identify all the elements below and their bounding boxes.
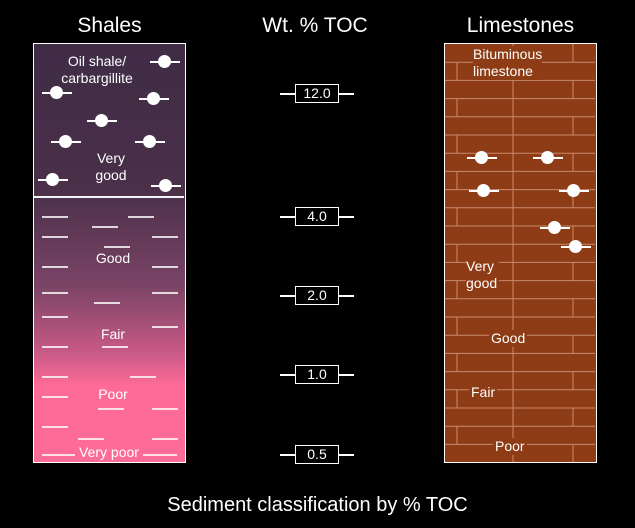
shale-boundary xyxy=(34,196,184,198)
caption: Sediment classification by % TOC xyxy=(167,494,468,516)
shale-poor-label: Poor xyxy=(98,386,128,402)
toc-header: Wt. % TOC xyxy=(262,14,368,37)
shale-fair-label: Fair xyxy=(100,326,126,342)
shale-very-good-label: Very good xyxy=(95,150,127,183)
toc-value-05: 0.5 xyxy=(295,445,339,464)
bituminous-limestone-label: Bituminous limestone xyxy=(473,46,543,80)
shales-header: Shales xyxy=(77,14,142,37)
limestone-very-good-label: Very good xyxy=(466,258,500,292)
oil-shale-label: Oil shale/ carbargillite xyxy=(61,53,133,86)
limestones-header: Limestones xyxy=(466,14,575,37)
limestone-poor-label: Poor xyxy=(493,438,527,455)
limestone-column: Bituminous limestone Very good Good Fair… xyxy=(444,43,597,463)
shale-column: Oil shale/ carbargillite Very good Good … xyxy=(33,43,186,463)
toc-value-12: 12.0 xyxy=(295,84,339,103)
limestone-fair-label: Fair xyxy=(469,384,498,401)
shale-very-poor-label: Very poor xyxy=(75,444,143,460)
toc-value-2: 2.0 xyxy=(295,286,339,305)
toc-value-1: 1.0 xyxy=(295,365,339,384)
toc-value-4: 4.0 xyxy=(295,207,339,226)
shale-good-label: Good xyxy=(95,250,131,266)
brick-pattern xyxy=(445,44,595,462)
limestone-good-label: Good xyxy=(489,330,528,347)
